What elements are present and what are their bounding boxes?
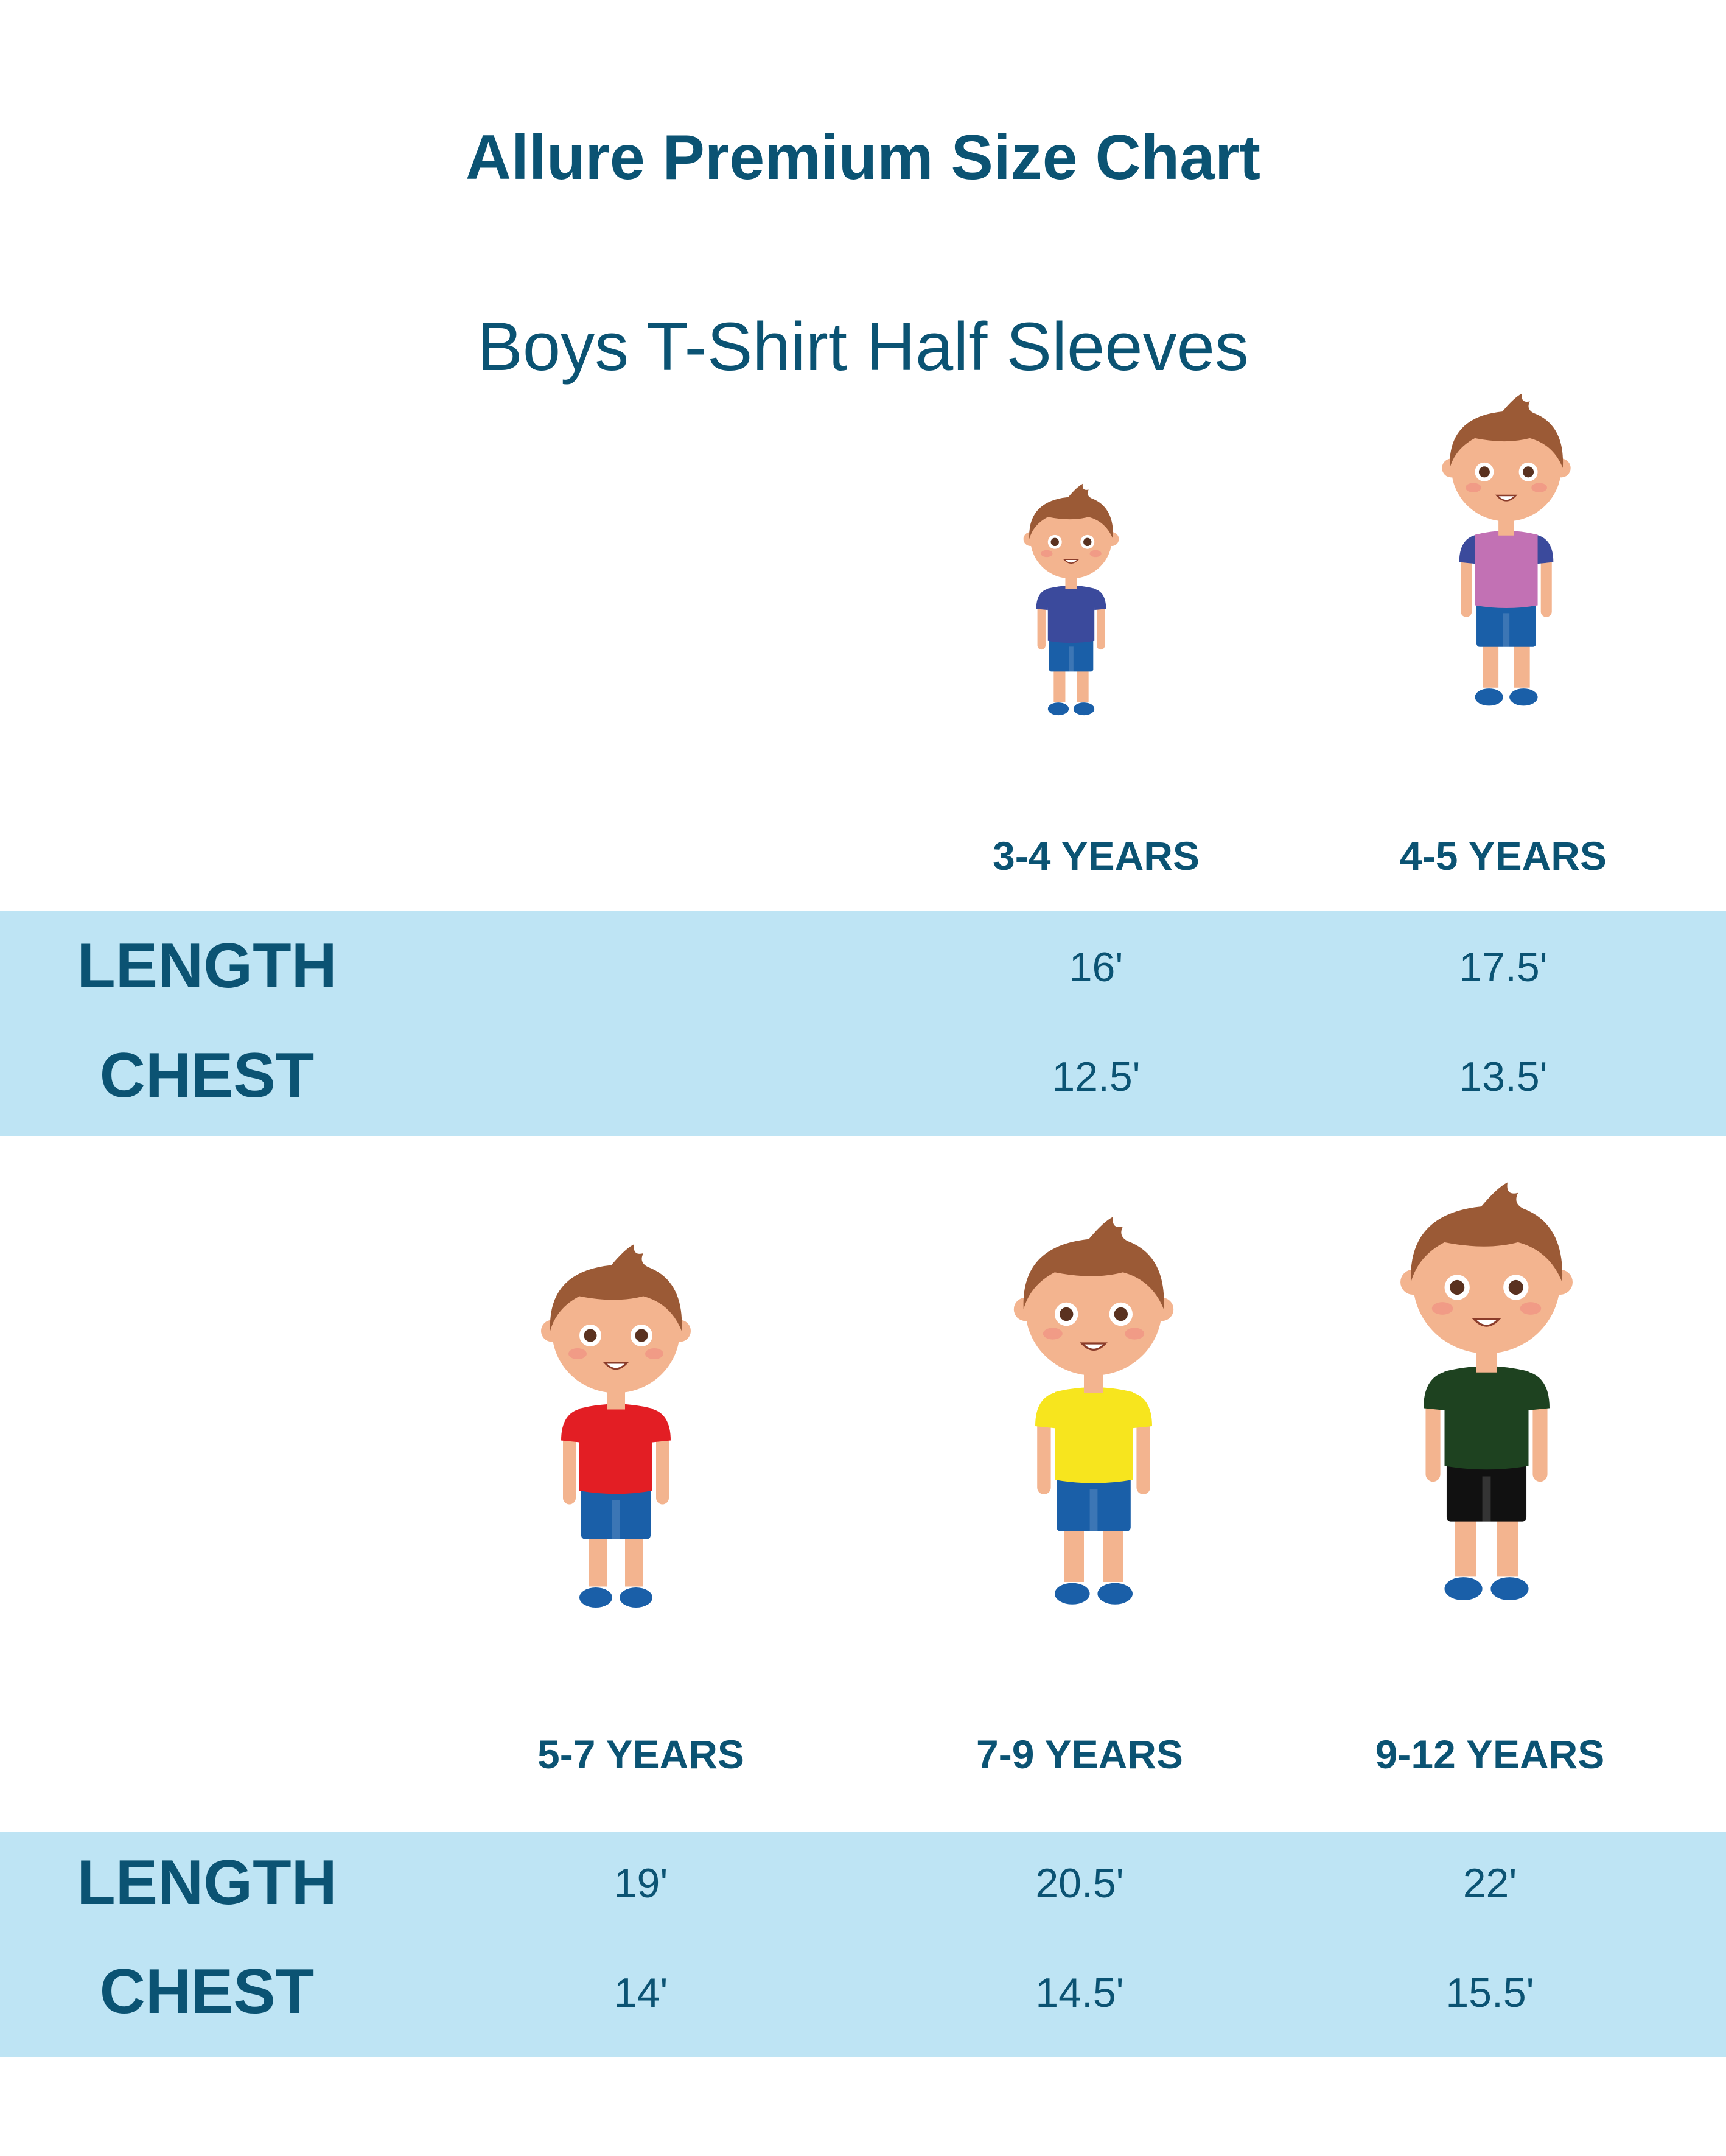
sleeve-left — [1036, 588, 1049, 611]
sleeve-left — [1459, 534, 1477, 564]
page-title: Allure Premium Size Chart — [465, 122, 1261, 193]
chest-value: 14' — [613, 1970, 668, 2016]
shorts — [1476, 601, 1536, 647]
boy-illustration-5-7 — [525, 1238, 707, 1652]
smile — [1495, 494, 1518, 502]
length-value: 16' — [1069, 944, 1123, 990]
chest-value: 15.5' — [1445, 1970, 1534, 2016]
boy-illustration-4-5 — [1427, 390, 1585, 743]
legs — [1053, 667, 1089, 702]
shoe-left — [579, 1587, 612, 1608]
shorts — [1049, 638, 1094, 672]
length-value: 19' — [613, 1860, 668, 1906]
shoe-left — [1444, 1577, 1483, 1601]
hair — [1450, 393, 1564, 468]
boy-illustration-7-9 — [996, 1211, 1191, 1651]
sleeve-right — [1526, 1371, 1550, 1410]
size-header: 7-9 YEARS — [976, 1732, 1183, 1777]
sleeve-right — [1536, 534, 1554, 564]
hair — [1029, 483, 1113, 539]
sleeve-right — [1130, 1392, 1152, 1429]
sleeve-right — [651, 1409, 671, 1443]
hair — [550, 1244, 682, 1331]
legs — [1483, 640, 1530, 688]
legs — [1455, 1513, 1518, 1577]
head — [1030, 499, 1112, 579]
length-value: 20.5' — [1035, 1860, 1124, 1906]
shoe-right — [1490, 1577, 1529, 1601]
smile — [603, 1362, 629, 1370]
boy-illustration-9-12 — [1382, 1176, 1591, 1651]
length-value: 17.5' — [1459, 944, 1548, 990]
shoe-right — [1509, 688, 1538, 706]
legs — [589, 1531, 643, 1587]
row-label-chest: CHEST — [99, 1040, 315, 1111]
sleeve-right — [1093, 588, 1106, 611]
head — [1413, 1211, 1560, 1354]
t-shirt — [1444, 1366, 1529, 1470]
page-subtitle: Boys T-Shirt Half Sleeves — [477, 309, 1249, 385]
hair — [1411, 1182, 1563, 1283]
t-shirt — [1055, 1387, 1133, 1483]
t-shirt — [579, 1404, 652, 1494]
head — [1025, 1243, 1162, 1376]
boy-illustration-3-4 — [1010, 481, 1132, 743]
hair — [1023, 1217, 1164, 1309]
size-header: 4-5 YEARS — [1400, 833, 1607, 878]
measurements-band-2 — [0, 1832, 1726, 2057]
chest-value: 12.5' — [1052, 1054, 1141, 1100]
row-label-chest: CHEST — [99, 1956, 315, 2027]
sleeve-left — [561, 1409, 581, 1443]
shorts — [1446, 1460, 1527, 1522]
t-shirt — [1047, 586, 1095, 643]
sleeve-left — [1035, 1392, 1057, 1429]
row-label-length: LENGTH — [77, 931, 337, 1001]
shoe-left — [1475, 688, 1503, 706]
chest-value: 13.5' — [1459, 1054, 1548, 1100]
size-header: 5-7 YEARS — [537, 1732, 744, 1777]
size-header: 3-4 YEARS — [993, 833, 1200, 878]
t-shirt — [1475, 531, 1538, 608]
chest-value: 14.5' — [1035, 1970, 1124, 2016]
shoe-left — [1055, 1583, 1090, 1605]
shoe-right — [1073, 702, 1095, 716]
legs — [1064, 1524, 1123, 1582]
shorts — [1057, 1475, 1131, 1531]
head — [552, 1269, 680, 1393]
smile — [1063, 559, 1080, 564]
size-header: 9-12 YEARS — [1375, 1732, 1605, 1777]
smile — [1080, 1342, 1108, 1351]
measurements-band-1 — [0, 911, 1726, 1136]
row-label-length: LENGTH — [77, 1847, 337, 1918]
head — [1451, 415, 1562, 522]
length-value: 22' — [1462, 1860, 1517, 1906]
shoe-right — [620, 1587, 652, 1608]
sleeve-left — [1424, 1371, 1447, 1410]
smile — [1471, 1318, 1502, 1327]
shoe-left — [1047, 702, 1069, 716]
shoe-right — [1097, 1583, 1133, 1605]
shorts — [581, 1486, 651, 1539]
